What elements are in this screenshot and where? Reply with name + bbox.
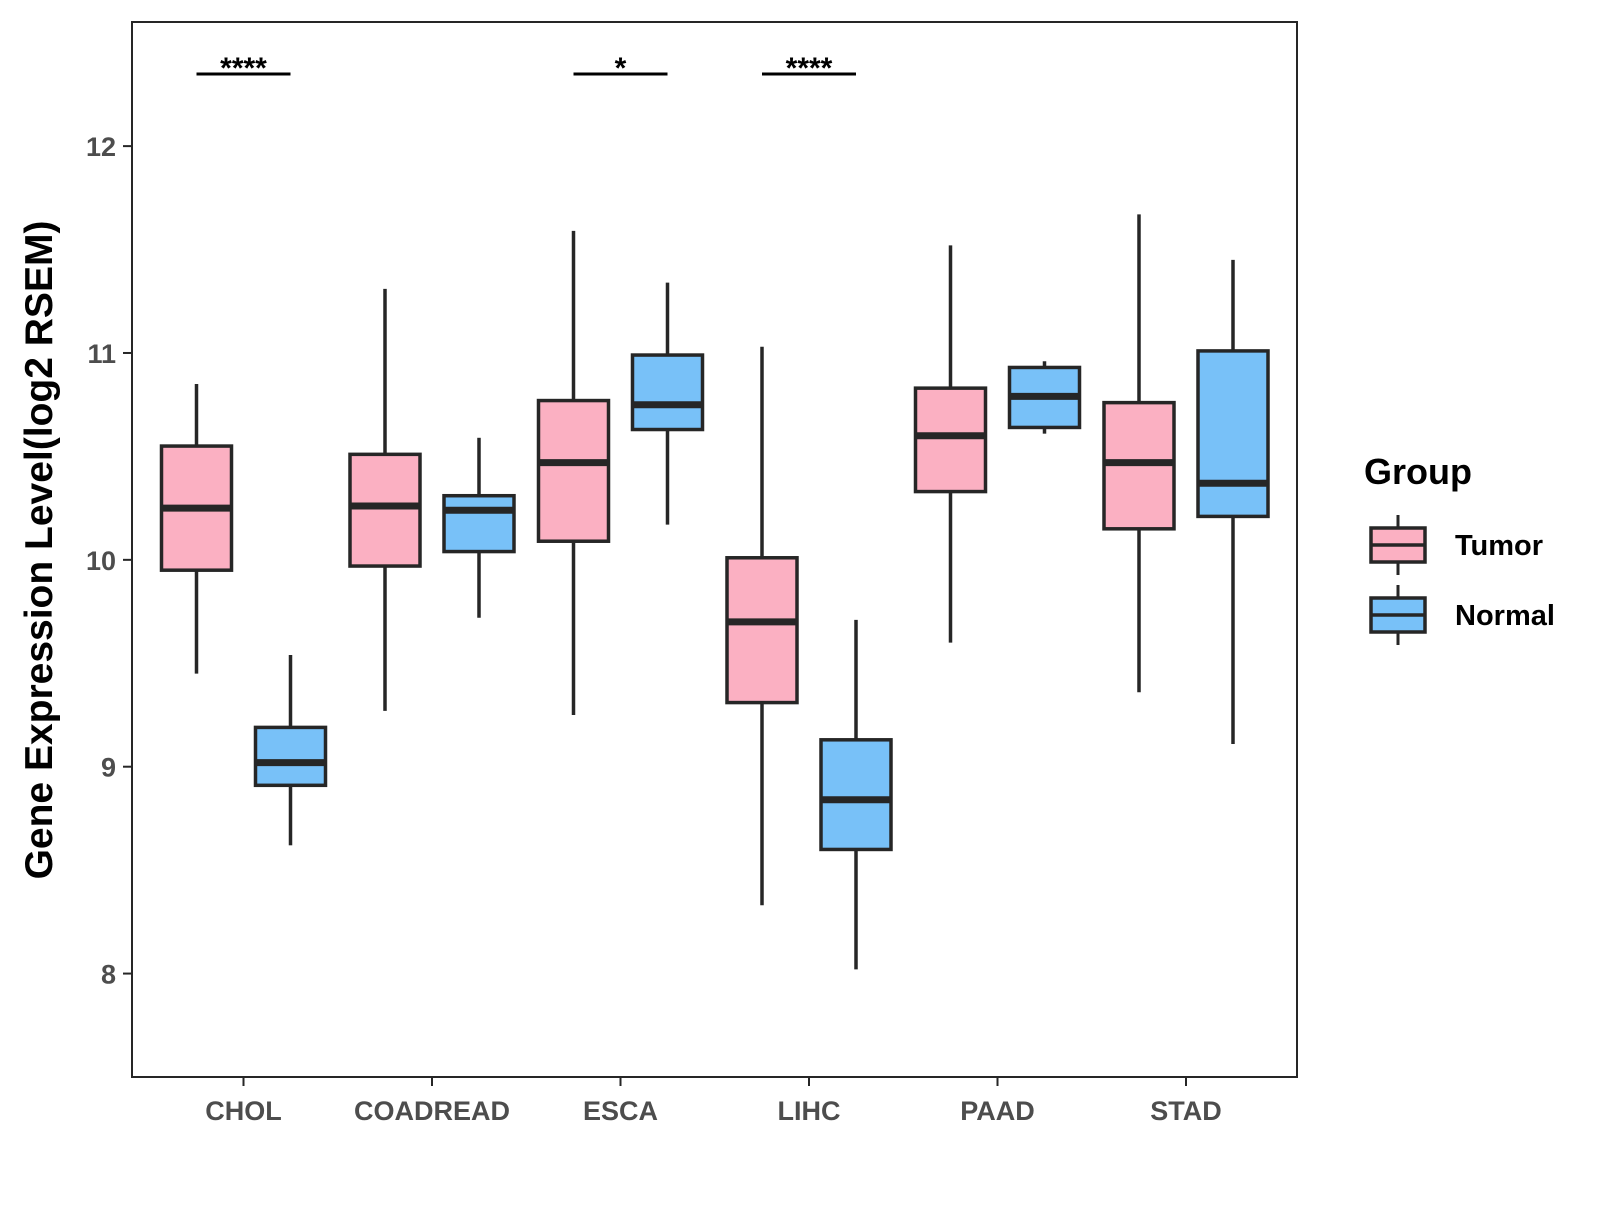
x-tick-label: STAD (1150, 1096, 1222, 1126)
significance-label-chol: **** (220, 52, 267, 85)
legend: Group Tumor Normal (1364, 451, 1555, 645)
y-axis-title: Gene Expression Level(log2 RSEM) (18, 221, 61, 880)
legend-label-tumor: Tumor (1455, 530, 1543, 562)
significance-label-lihc: **** (786, 52, 833, 85)
box-lihc-normal (819, 738, 893, 852)
x-tick-label: PAAD (960, 1096, 1035, 1126)
significance-label-esca: * (615, 52, 627, 85)
x-tick-label: LIHC (778, 1096, 841, 1126)
box-coadread-tumor (348, 452, 422, 568)
plot-area: **** * **** (159, 52, 1270, 970)
x-tick-label: COADREAD (354, 1096, 510, 1126)
y-tick-label: 8 (101, 960, 116, 990)
box-coadread-normal (442, 493, 516, 554)
box-paad-tumor (913, 386, 988, 494)
box-lihc-tumor (725, 556, 799, 705)
box-chol-normal (253, 725, 328, 788)
box-stad-normal (1196, 349, 1270, 519)
y-tick-label: 11 (87, 339, 116, 369)
y-tick-label: 12 (86, 132, 116, 162)
box-esca-normal (630, 353, 705, 432)
axes: 8 9 10 11 12 CHOL COADREAD ESCA LIHC PAAD STAD (86, 132, 1222, 1126)
series-tumor (159, 214, 1176, 906)
series-normal (253, 259, 1270, 970)
y-tick-label: 10 (86, 546, 116, 576)
panel-border (131, 21, 1298, 1078)
legend-label-normal: Normal (1455, 600, 1555, 632)
y-tick-label: 9 (101, 753, 116, 783)
x-tick-label: ESCA (583, 1096, 658, 1126)
x-tick-label: CHOL (205, 1096, 282, 1126)
box-esca-tumor (536, 398, 611, 543)
legend-title: Group (1364, 451, 1472, 492)
